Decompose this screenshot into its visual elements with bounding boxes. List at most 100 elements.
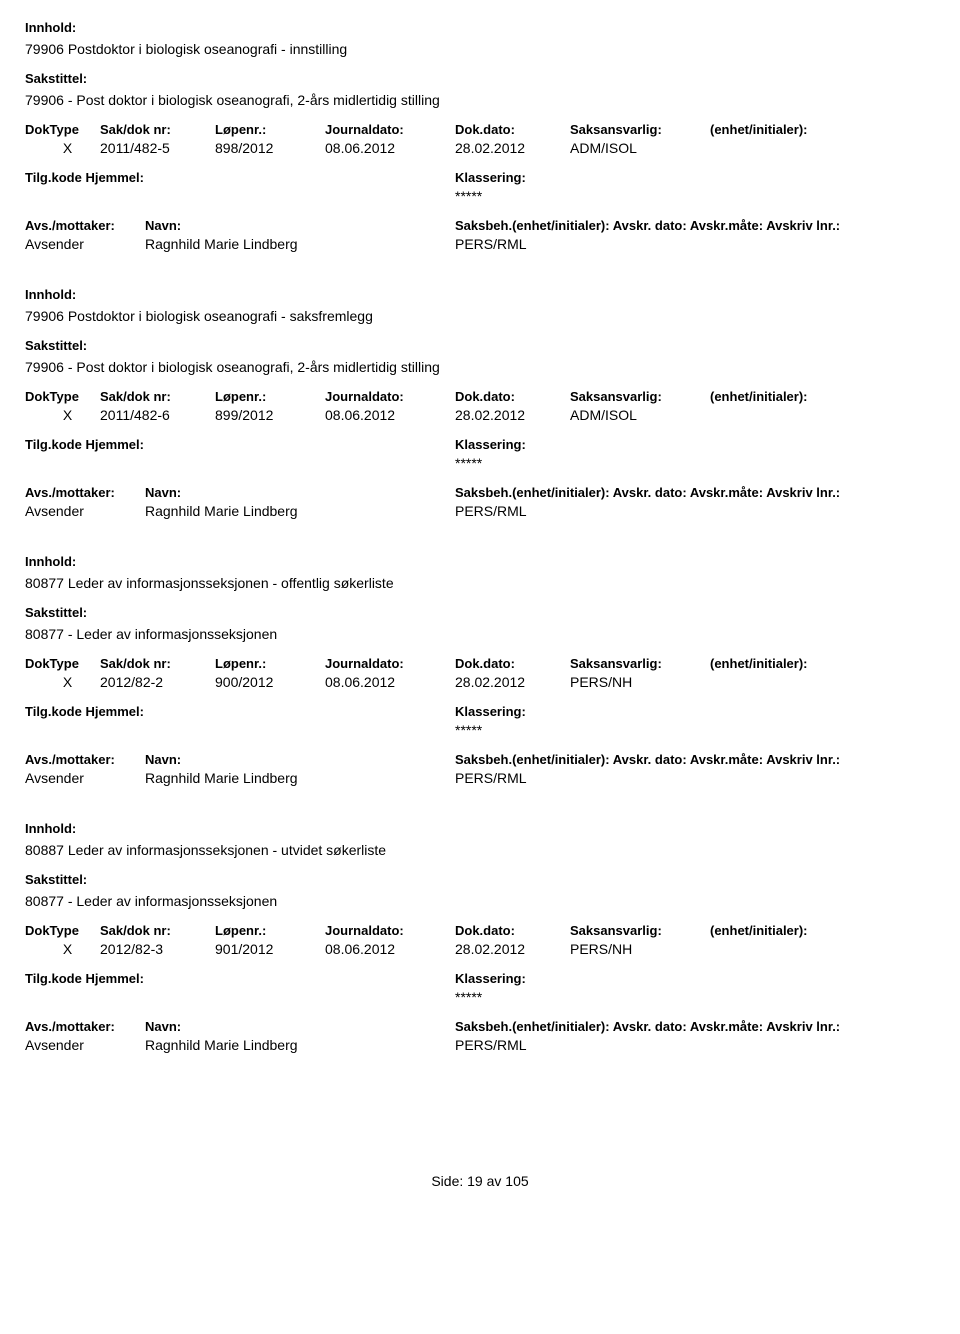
dokdato-label: Dok.dato: xyxy=(455,656,570,671)
klassering-value: ***** xyxy=(455,455,935,471)
sakstittel-label: Sakstittel: xyxy=(25,605,935,620)
enhet-label: (enhet/initialer): xyxy=(710,389,880,404)
journaldato-value: 08.06.2012 xyxy=(325,140,455,156)
tilg-row: Tilg.kode Hjemmel: Klassering: xyxy=(25,437,935,452)
navn-value: Ragnhild Marie Lindberg xyxy=(145,503,455,519)
avsender-value: Avsender xyxy=(25,503,145,519)
saksansvarlig-value: ADM/ISOL xyxy=(570,140,710,156)
lopenr-label: Løpenr.: xyxy=(215,656,325,671)
sakstittel-value: 80877 - Leder av informasjonsseksjonen xyxy=(25,626,935,642)
doktype-label: DokType xyxy=(25,122,100,137)
navn-value: Ragnhild Marie Lindberg xyxy=(145,1037,455,1053)
innhold-label: Innhold: xyxy=(25,20,935,35)
enhet-value xyxy=(710,941,880,957)
avs-header-row: Avs./mottaker: Navn: Saksbeh.(enhet/init… xyxy=(25,485,935,500)
sakstittel-value: 79906 - Post doktor i biologisk oseanogr… xyxy=(25,92,935,108)
saksansvarlig-label: Saksansvarlig: xyxy=(570,656,710,671)
avsmottaker-label: Avs./mottaker: xyxy=(25,485,145,500)
avs-header-row: Avs./mottaker: Navn: Saksbeh.(enhet/init… xyxy=(25,752,935,767)
klassering-value: ***** xyxy=(455,188,935,204)
sakstittel-label: Sakstittel: xyxy=(25,71,935,86)
sakstittel-label: Sakstittel: xyxy=(25,338,935,353)
klassering-value: ***** xyxy=(455,722,935,738)
klassering-label: Klassering: xyxy=(455,971,526,986)
saksbeh-labels: Saksbeh.(enhet/initialer): Avskr. dato: … xyxy=(455,1019,935,1034)
saksbeh-labels: Saksbeh.(enhet/initialer): Avskr. dato: … xyxy=(455,752,935,767)
innhold-value: 79906 Postdoktor i biologisk oseanografi… xyxy=(25,41,935,57)
dokdato-value: 28.02.2012 xyxy=(455,674,570,690)
sakdok-value: 2011/482-5 xyxy=(100,140,215,156)
dokdato-value: 28.02.2012 xyxy=(455,140,570,156)
doktype-value: X xyxy=(25,140,100,156)
journaldato-value: 08.06.2012 xyxy=(325,941,455,957)
sakdok-value: 2011/482-6 xyxy=(100,407,215,423)
navn-label: Navn: xyxy=(145,485,455,500)
lopenr-value: 900/2012 xyxy=(215,674,325,690)
saksansvarlig-value: PERS/NH xyxy=(570,674,710,690)
avs-value-row: Avsender Ragnhild Marie Lindberg PERS/RM… xyxy=(25,236,935,252)
lopenr-label: Løpenr.: xyxy=(215,389,325,404)
saksbeh-labels: Saksbeh.(enhet/initialer): Avskr. dato: … xyxy=(455,485,935,500)
sakdok-label: Sak/dok nr: xyxy=(100,389,215,404)
avsmottaker-label: Avs./mottaker: xyxy=(25,1019,145,1034)
journal-record: Innhold: 80877 Leder av informasjonsseks… xyxy=(25,554,935,786)
avs-value-row: Avsender Ragnhild Marie Lindberg PERS/RM… xyxy=(25,770,935,786)
sakstittel-value: 79906 - Post doktor i biologisk oseanogr… xyxy=(25,359,935,375)
metadata-header-row: DokType Sak/dok nr: Løpenr.: Journaldato… xyxy=(25,122,935,137)
innhold-value: 79906 Postdoktor i biologisk oseanografi… xyxy=(25,308,935,324)
doktype-label: DokType xyxy=(25,389,100,404)
doktype-label: DokType xyxy=(25,923,100,938)
journaldato-label: Journaldato: xyxy=(325,923,455,938)
sakdok-value: 2012/82-3 xyxy=(100,941,215,957)
klassering-label: Klassering: xyxy=(455,437,526,452)
avsender-value: Avsender xyxy=(25,236,145,252)
saksbeh-value: PERS/RML xyxy=(455,1037,935,1053)
metadata-header-row: DokType Sak/dok nr: Løpenr.: Journaldato… xyxy=(25,923,935,938)
journaldato-label: Journaldato: xyxy=(325,389,455,404)
metadata-header-row: DokType Sak/dok nr: Løpenr.: Journaldato… xyxy=(25,656,935,671)
lopenr-label: Løpenr.: xyxy=(215,122,325,137)
saksansvarlig-value: ADM/ISOL xyxy=(570,407,710,423)
enhet-value xyxy=(710,674,880,690)
klassering-label: Klassering: xyxy=(455,170,526,185)
avs-value-row: Avsender Ragnhild Marie Lindberg PERS/RM… xyxy=(25,1037,935,1053)
sakdok-label: Sak/dok nr: xyxy=(100,122,215,137)
avsmottaker-label: Avs./mottaker: xyxy=(25,752,145,767)
journal-record: Innhold: 80887 Leder av informasjonsseks… xyxy=(25,821,935,1053)
enhet-label: (enhet/initialer): xyxy=(710,656,880,671)
navn-label: Navn: xyxy=(145,218,455,233)
doktype-value: X xyxy=(25,674,100,690)
sakstittel-value: 80877 - Leder av informasjonsseksjonen xyxy=(25,893,935,909)
sakstittel-label: Sakstittel: xyxy=(25,872,935,887)
avsmottaker-label: Avs./mottaker: xyxy=(25,218,145,233)
journal-record: Innhold: 79906 Postdoktor i biologisk os… xyxy=(25,20,935,252)
saksansvarlig-label: Saksansvarlig: xyxy=(570,389,710,404)
innhold-label: Innhold: xyxy=(25,287,935,302)
navn-label: Navn: xyxy=(145,752,455,767)
dokdato-value: 28.02.2012 xyxy=(455,941,570,957)
dokdato-value: 28.02.2012 xyxy=(455,407,570,423)
navn-value: Ragnhild Marie Lindberg xyxy=(145,770,455,786)
journal-record: Innhold: 79906 Postdoktor i biologisk os… xyxy=(25,287,935,519)
saksansvarlig-label: Saksansvarlig: xyxy=(570,923,710,938)
sakdok-value: 2012/82-2 xyxy=(100,674,215,690)
avsender-value: Avsender xyxy=(25,770,145,786)
tilgkode-hjemmel-label: Tilg.kode Hjemmel: xyxy=(25,704,455,719)
enhet-label: (enhet/initialer): xyxy=(710,923,880,938)
tilgkode-hjemmel-label: Tilg.kode Hjemmel: xyxy=(25,170,455,185)
avs-header-row: Avs./mottaker: Navn: Saksbeh.(enhet/init… xyxy=(25,1019,935,1034)
lopenr-value: 901/2012 xyxy=(215,941,325,957)
av-label: av xyxy=(487,1173,502,1189)
dokdato-label: Dok.dato: xyxy=(455,389,570,404)
metadata-value-row: X 2011/482-6 899/2012 08.06.2012 28.02.2… xyxy=(25,407,935,423)
lopenr-label: Løpenr.: xyxy=(215,923,325,938)
tilg-row: Tilg.kode Hjemmel: Klassering: xyxy=(25,971,935,986)
sakdok-label: Sak/dok nr: xyxy=(100,923,215,938)
saksbeh-value: PERS/RML xyxy=(455,236,935,252)
page-number: 19 xyxy=(467,1173,483,1189)
avs-header-row: Avs./mottaker: Navn: Saksbeh.(enhet/init… xyxy=(25,218,935,233)
avs-value-row: Avsender Ragnhild Marie Lindberg PERS/RM… xyxy=(25,503,935,519)
page-total: 105 xyxy=(505,1173,528,1189)
tilgkode-hjemmel-label: Tilg.kode Hjemmel: xyxy=(25,971,455,986)
enhet-value xyxy=(710,407,880,423)
